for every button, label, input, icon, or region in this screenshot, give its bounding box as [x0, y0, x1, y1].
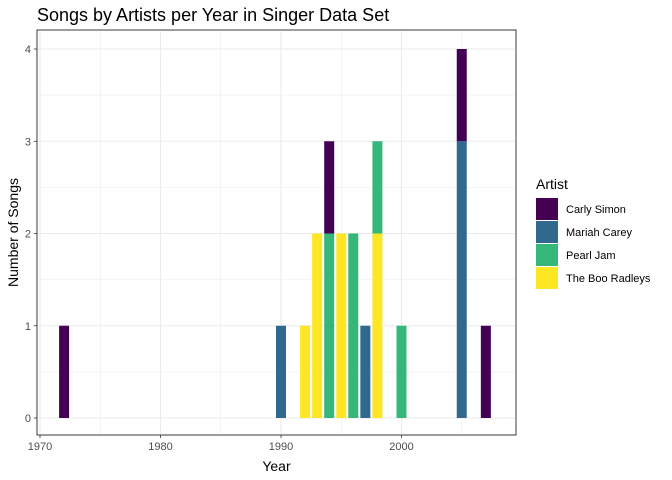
legend: Artist Carly Simon Mariah Carey Pearl Jam T…: [536, 176, 651, 289]
x-axis-ticks: 1970 1980 1990 2000: [28, 435, 414, 453]
bars: [59, 49, 491, 418]
bar-the-boo-radleys-1993: [312, 233, 323, 418]
y-tick-label: 0: [25, 413, 31, 425]
bar-mariah-carey-2005: [456, 141, 467, 418]
bar-carly-simon-1994: [324, 141, 335, 234]
y-tick-label: 2: [25, 229, 31, 241]
bar-mariah-carey-1990: [276, 325, 286, 418]
y-tick-label: 1: [25, 321, 31, 333]
bar-pearl-jam-1994: [324, 233, 335, 418]
bar-carly-simon-2007: [480, 325, 491, 418]
legend-swatch-mariah-carey: [536, 221, 558, 243]
legend-label-carly-simon: Carly Simon: [566, 204, 626, 216]
x-tick-label: 2000: [389, 441, 413, 453]
y-tick-label: 3: [25, 136, 31, 148]
x-axis-title: Year: [262, 458, 291, 474]
y-axis-title: Number of Songs: [5, 178, 21, 287]
bar-pearl-jam-1996: [348, 233, 359, 418]
legend-swatch-carly-simon: [536, 198, 558, 220]
bar-carly-simon-2005: [456, 49, 467, 142]
bar-pearl-jam-1998: [372, 141, 383, 234]
legend-swatch-pearl-jam: [536, 244, 558, 266]
y-tick-label: 4: [25, 44, 31, 56]
bar-the-boo-radleys-1992: [300, 325, 311, 418]
legend-label-the-boo-radleys: The Boo Radleys: [566, 273, 651, 285]
chart-title: Songs by Artists per Year in Singer Data…: [37, 5, 389, 25]
bar-carly-simon-1972: [59, 325, 70, 418]
x-tick-label: 1970: [28, 441, 52, 453]
x-tick-label: 1990: [269, 441, 293, 453]
bar-the-boo-radleys-1995: [336, 233, 347, 418]
legend-swatch-the-boo-radleys: [536, 267, 558, 289]
bar-the-boo-radleys-1998: [372, 233, 383, 418]
x-tick-label: 1980: [148, 441, 172, 453]
bar-pearl-jam-2000: [396, 325, 407, 418]
y-axis-ticks: 0 1 2 3 4: [25, 44, 37, 425]
legend-label-pearl-jam: Pearl Jam: [566, 250, 616, 262]
plot-border: [36, 29, 517, 436]
legend-label-mariah-carey: Mariah Carey: [566, 227, 633, 239]
bar-mariah-carey-1997: [360, 325, 371, 418]
legend-title: Artist: [536, 176, 568, 192]
